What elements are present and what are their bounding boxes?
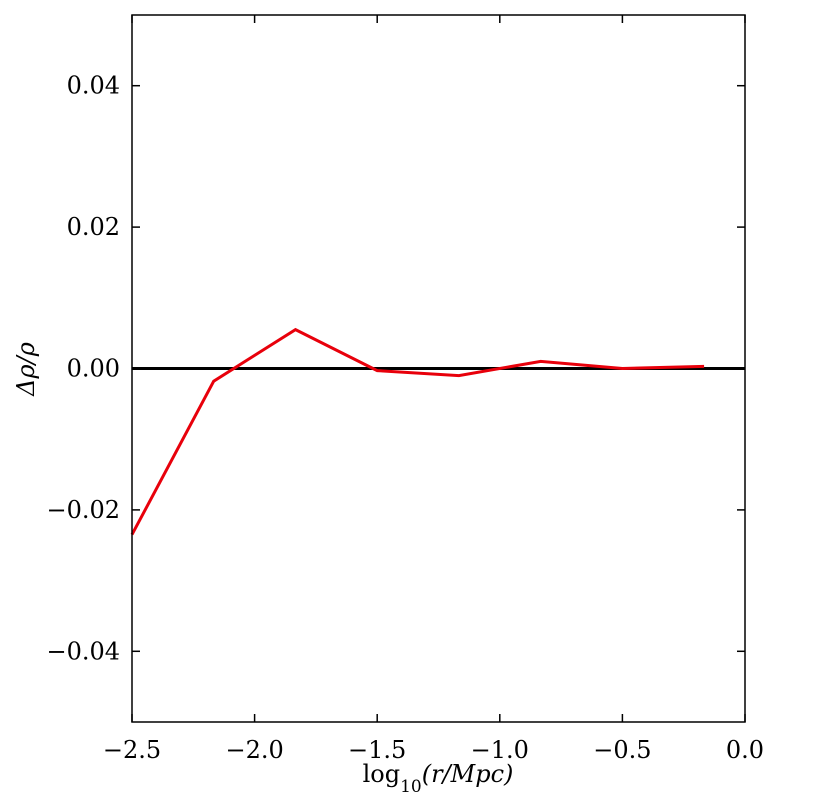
series-line-0 <box>130 327 705 536</box>
y-tick-label: 0.02 <box>67 213 120 241</box>
y-tick-label: −0.02 <box>46 496 120 524</box>
y-tick-label: −0.04 <box>46 637 120 665</box>
x-tick-label: −1.0 <box>471 736 529 764</box>
y-axis-label: Δρ/ρ <box>12 342 40 397</box>
x-tick-label: −1.5 <box>348 736 406 764</box>
x-tick-label: −2.5 <box>103 736 161 764</box>
x-tick-label: −2.0 <box>225 736 283 764</box>
plot-frame <box>131 14 746 723</box>
x-tick-label: 0.0 <box>726 736 764 764</box>
y-tick-label: 0.00 <box>67 355 120 383</box>
x-tick-label: −0.5 <box>593 736 651 764</box>
series-layer <box>130 327 705 536</box>
y-tick-labels: 0.04 0.02 0.00 −0.02 −0.04 <box>46 72 120 666</box>
x-axis-label: log10(r/Mpc) <box>363 760 514 797</box>
y-tick-label: 0.04 <box>67 72 120 100</box>
x-tick-labels: −2.5 −2.0 −1.5 −1.0 −0.5 0.0 <box>103 736 764 764</box>
